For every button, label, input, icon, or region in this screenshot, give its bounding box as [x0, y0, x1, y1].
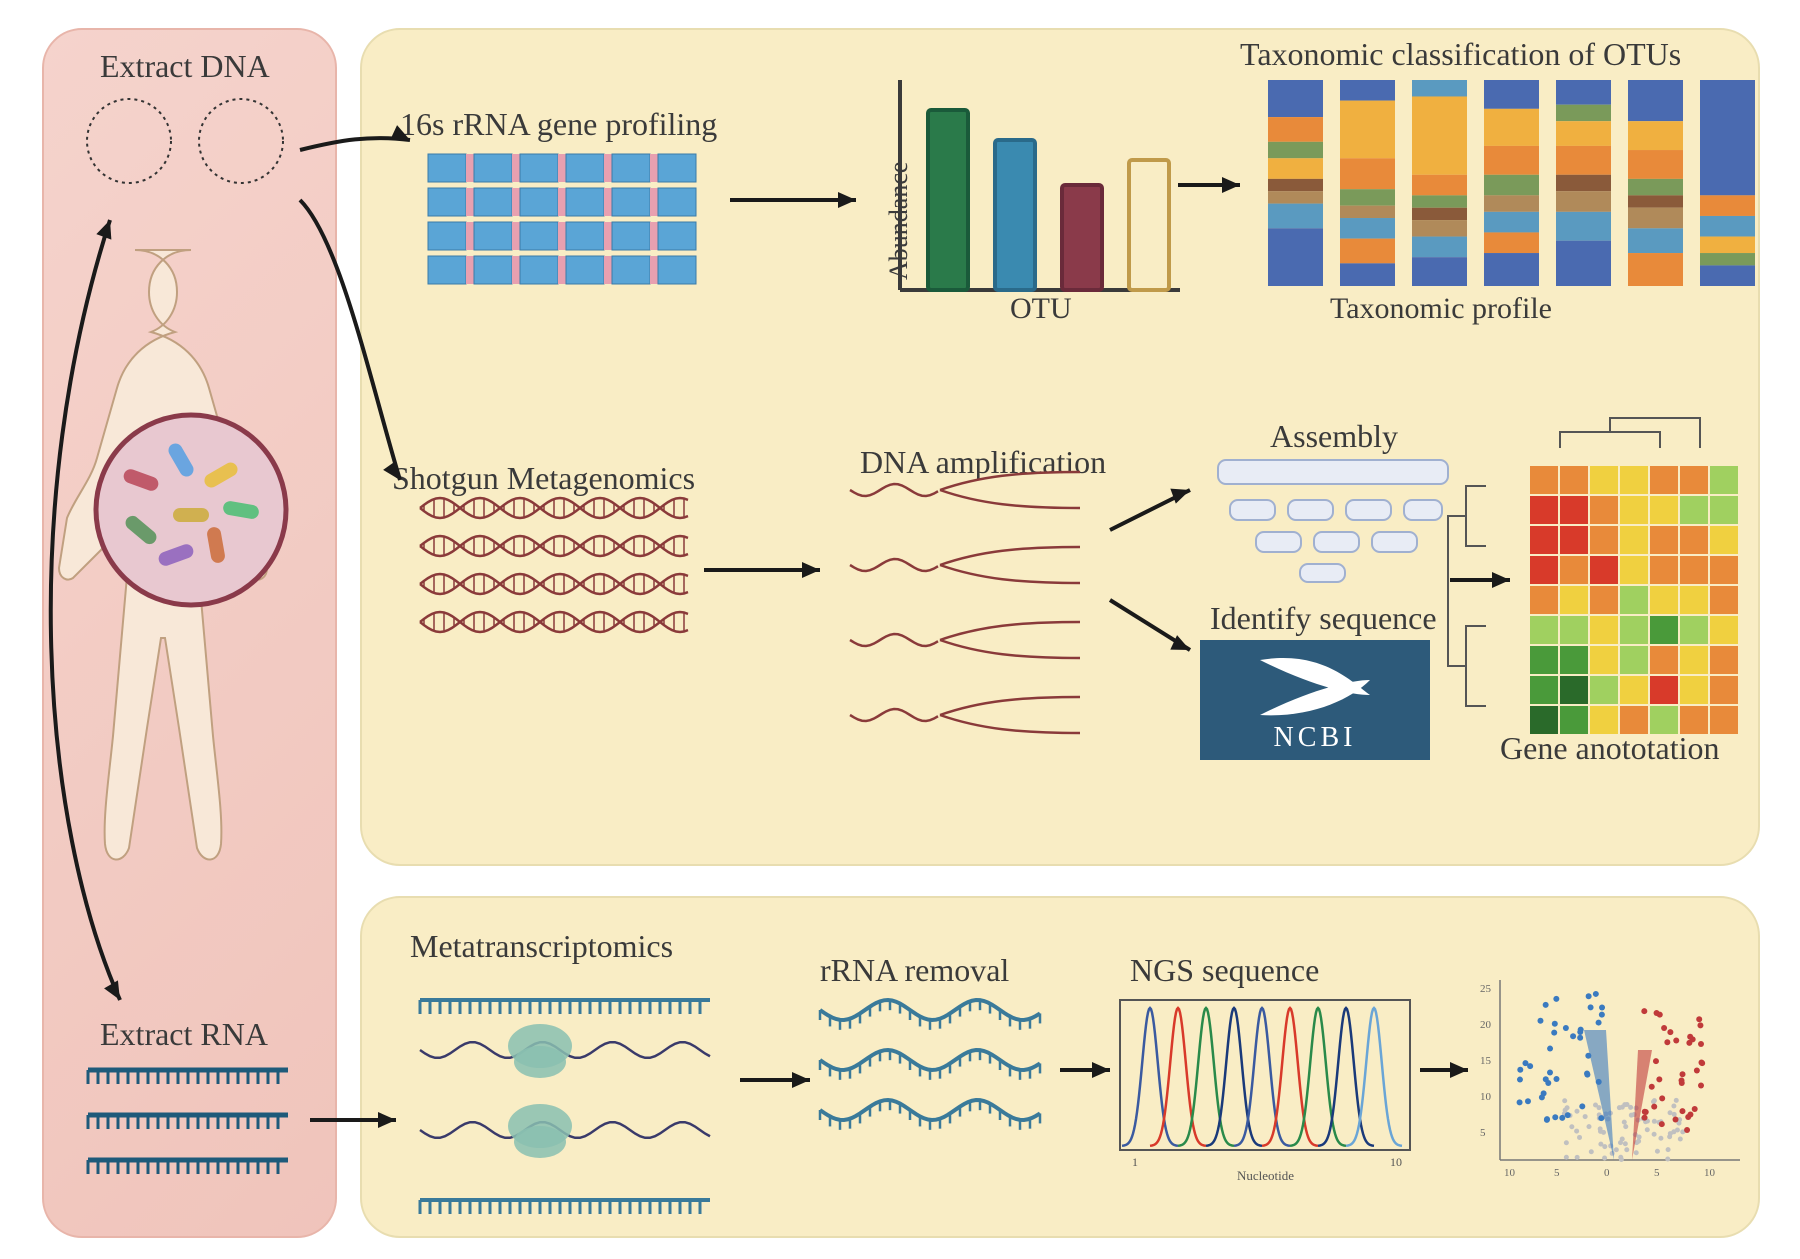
svg-text:Nucleotide: Nucleotide: [1237, 1168, 1294, 1183]
svg-text:10: 10: [1480, 1091, 1492, 1103]
svg-text:NCBI: NCBI: [1274, 722, 1357, 753]
svg-text:1: 1: [1132, 1155, 1138, 1169]
svg-text:5: 5: [1654, 1167, 1660, 1179]
svg-text:5: 5: [1480, 1127, 1486, 1139]
svg-text:10: 10: [1390, 1155, 1402, 1169]
svg-text:15: 15: [1480, 1055, 1492, 1067]
svg-text:10: 10: [1704, 1167, 1716, 1179]
svg-text:10: 10: [1504, 1167, 1516, 1179]
svg-text:5: 5: [1554, 1167, 1560, 1179]
svg-text:20: 20: [1480, 1019, 1492, 1031]
svg-text:25: 25: [1480, 983, 1492, 995]
svg-text:0: 0: [1604, 1167, 1610, 1179]
diagram-svg: NCBI 1 10 Nucleotide 25 20 15 10 5 10 5 0 5 10: [0, 0, 1800, 1259]
